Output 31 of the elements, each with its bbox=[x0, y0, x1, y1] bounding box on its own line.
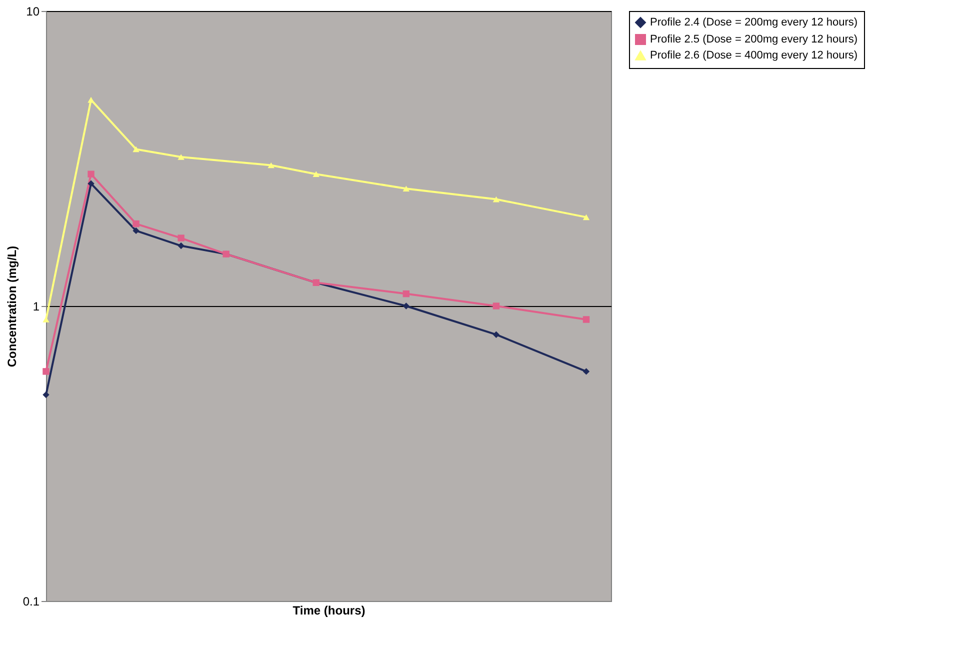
point bbox=[492, 196, 500, 202]
point bbox=[582, 368, 590, 375]
legend-label: Profile 2.5 (Dose = 200mg every 12 hours) bbox=[650, 34, 858, 46]
point bbox=[42, 316, 50, 322]
point bbox=[402, 302, 410, 310]
y-tick-label: 0.1 bbox=[22, 594, 40, 608]
point bbox=[178, 234, 184, 242]
x-axis-title: Time (hours) bbox=[292, 604, 366, 618]
point bbox=[402, 290, 410, 298]
point bbox=[492, 302, 500, 310]
point bbox=[88, 180, 94, 187]
point bbox=[88, 96, 94, 103]
point bbox=[88, 170, 94, 178]
point bbox=[582, 214, 590, 220]
point bbox=[268, 162, 274, 168]
point bbox=[178, 154, 184, 160]
point bbox=[312, 171, 320, 177]
point bbox=[178, 242, 184, 250]
y-tick-label: 10 bbox=[26, 4, 40, 18]
legend-label: Profile 2.4 (Dose = 200mg every 12 hours) bbox=[650, 16, 858, 28]
point bbox=[132, 146, 140, 152]
y-axis-title: Concentration (mg/L) bbox=[4, 246, 19, 368]
y-tick-label: 1 bbox=[32, 300, 40, 314]
point bbox=[132, 227, 140, 234]
point bbox=[402, 186, 410, 192]
point bbox=[492, 331, 500, 338]
legend-label: Profile 2.6 (Dose = 400mg every 12 hours) bbox=[650, 50, 858, 62]
point bbox=[42, 368, 50, 375]
point bbox=[582, 316, 590, 323]
point bbox=[132, 220, 140, 228]
point bbox=[42, 391, 50, 398]
